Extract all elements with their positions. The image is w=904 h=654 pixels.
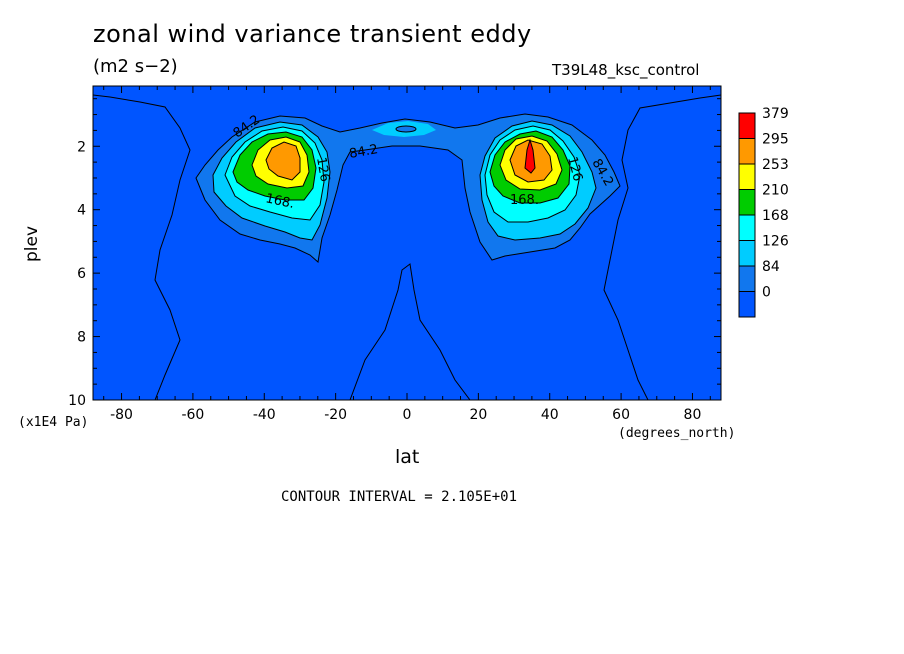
contour-label: 126 [313, 156, 332, 183]
x-axis-title: lat [395, 446, 420, 468]
x-axis-units: (degrees_north) [618, 426, 736, 441]
colorbar-label: 210 [762, 183, 789, 199]
x-tick-labels: -80 -60 -40 -20 0 20 40 60 80 [110, 407, 701, 423]
x-tick-label: 60 [612, 407, 630, 423]
contour-interval: CONTOUR INTERVAL = 2.105E+01 [281, 489, 518, 505]
colorbar-label: 168 [762, 208, 789, 224]
colorbar-swatch [738, 214, 756, 241]
colorbar-label: 126 [762, 234, 789, 250]
colorbar-label: 295 [762, 132, 789, 148]
x-tick-label: 0 [403, 407, 412, 423]
contour-label: 84.2 [348, 142, 379, 162]
colorbar-label: 84 [762, 259, 780, 275]
contour-label: 168. [510, 193, 539, 208]
y-tick-label: 2 [77, 139, 86, 155]
colorbar-swatch [738, 138, 756, 165]
x-tick-label: -80 [110, 407, 133, 423]
y-tick-labels: 2 4 6 8 10 [68, 139, 86, 409]
colorbar: 379 295 253 210 168 126 84 0 [738, 106, 789, 318]
x-tick-label: -40 [253, 407, 276, 423]
x-tick-label: 80 [684, 407, 702, 423]
y-axis-units: (x1E4 Pa) [18, 415, 89, 430]
contour-lines [93, 86, 721, 400]
colorbar-swatch [738, 291, 756, 318]
contour-label: 126 [564, 155, 585, 183]
chart-title: zonal wind variance transient eddy [93, 20, 532, 48]
case-label: T39L48_ksc_control [552, 61, 700, 79]
colorbar-swatch [738, 189, 756, 216]
y-tick-label: 10 [68, 393, 86, 409]
band-379-right [524, 138, 536, 174]
band-295-left [266, 142, 300, 180]
colorbar-label: 379 [762, 106, 789, 122]
chart-units: (m2 s−2) [93, 56, 178, 77]
y-axis-title: plev [22, 225, 42, 262]
y-tick-label: 4 [77, 203, 86, 219]
colorbar-swatch [738, 163, 756, 190]
x-tick-label: -20 [324, 407, 347, 423]
y-tick-label: 8 [77, 330, 86, 346]
contour-fill-group [93, 86, 721, 400]
band-84-dot [395, 125, 417, 133]
x-tick-label: 40 [541, 407, 559, 423]
x-tick-label: -60 [181, 407, 204, 423]
colorbar-swatch [738, 240, 756, 267]
x-tick-label: 20 [469, 407, 487, 423]
y-tick-label: 6 [77, 266, 86, 282]
contour-label: 168. [264, 191, 295, 212]
axis-ticks [93, 86, 721, 401]
colorbar-label: 0 [762, 285, 771, 301]
colorbar-swatch [738, 112, 756, 139]
colorbar-label: 253 [762, 157, 789, 173]
colorbar-swatch [738, 265, 756, 292]
